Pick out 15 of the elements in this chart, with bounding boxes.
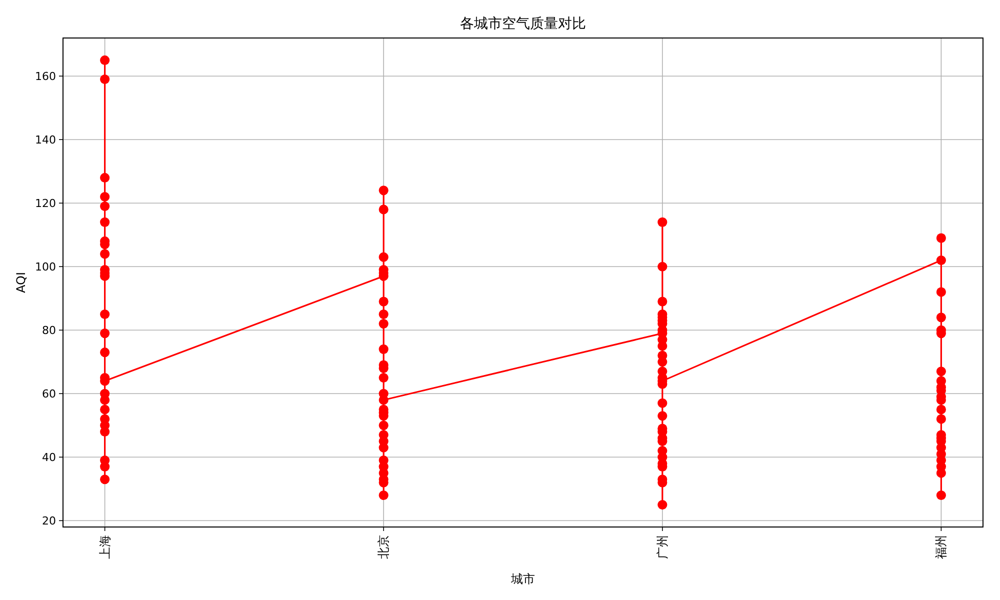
y-tick-label: 60 <box>42 388 56 401</box>
x-tick-label: 广州 <box>655 535 670 559</box>
x-tick-label: 北京 <box>376 535 391 559</box>
y-tick-label: 80 <box>42 324 56 338</box>
y-tick-label: 160 <box>35 70 56 84</box>
chart-title: 各城市空气质量对比 <box>460 16 586 32</box>
x-tick-label: 福州 <box>934 535 948 559</box>
y-tick-label: 120 <box>35 197 56 210</box>
y-tick-label: 40 <box>42 451 56 464</box>
y-tick-label: 140 <box>35 134 56 147</box>
x-axis-title: 城市 <box>510 572 535 586</box>
y-axis-title: AQI <box>14 272 28 293</box>
x-tick-label: 上海 <box>98 535 112 559</box>
y-tick-label: 20 <box>42 514 56 528</box>
y-tick-label: 100 <box>35 260 56 274</box>
